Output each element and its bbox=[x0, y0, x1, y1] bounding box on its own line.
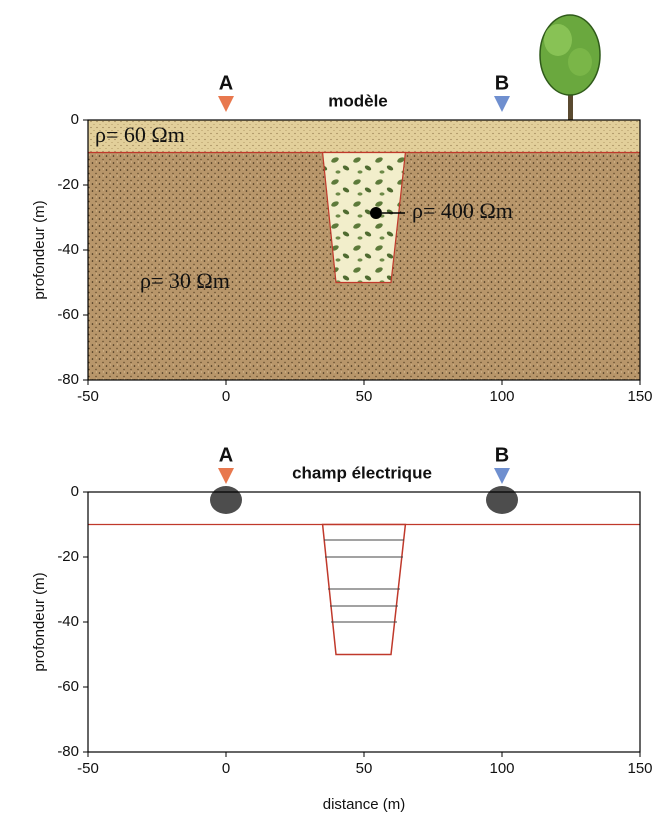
y-tick-label: 0 bbox=[71, 111, 79, 128]
field-line bbox=[226, 482, 502, 492]
electrode-label: A bbox=[219, 72, 233, 94]
x-tick-label: 50 bbox=[356, 760, 373, 777]
x-tick-label: 100 bbox=[489, 388, 514, 405]
field-line bbox=[226, 485, 502, 492]
y-tick-label: -60 bbox=[57, 306, 79, 323]
x-tick-label: 150 bbox=[627, 760, 652, 777]
y-tick-label: -60 bbox=[57, 678, 79, 695]
electrode-label: B bbox=[495, 444, 509, 466]
panel-title: champ électrique bbox=[292, 463, 432, 482]
panel-title: modèle bbox=[328, 91, 388, 110]
x-tick-label: 100 bbox=[489, 760, 514, 777]
x-tick-label: 150 bbox=[627, 388, 652, 405]
electrode bbox=[494, 468, 510, 484]
annotation: ρ= 60 Ωm bbox=[95, 122, 185, 147]
field-line bbox=[226, 486, 502, 492]
x-tick-label: 0 bbox=[222, 388, 230, 405]
field-line bbox=[226, 483, 502, 492]
annotation: ρ= 30 Ωm bbox=[140, 268, 230, 293]
y-tick-label: -80 bbox=[57, 743, 79, 760]
y-tick-label: -20 bbox=[57, 176, 79, 193]
x-tick-label: 50 bbox=[356, 388, 373, 405]
x-tick-label: 0 bbox=[222, 760, 230, 777]
model-panel: ρ= 60 Ωm ρ= 400 Ωm ρ= 30 Ωm modèle A B p… bbox=[31, 72, 640, 380]
annotation: ρ= 400 Ωm bbox=[412, 198, 513, 223]
y-tick-label: -40 bbox=[57, 613, 79, 630]
electrode-label: A bbox=[219, 444, 233, 466]
y-tick-label: 0 bbox=[71, 483, 79, 500]
x-tick-label: -50 bbox=[77, 760, 99, 777]
y-tick-label: -80 bbox=[57, 371, 79, 388]
marker-dot bbox=[370, 207, 382, 219]
electrode-label: B bbox=[495, 72, 509, 94]
y-axis-label: profondeur (m) bbox=[31, 200, 48, 299]
field-line bbox=[226, 429, 502, 492]
tree bbox=[540, 15, 600, 120]
electrode bbox=[218, 96, 234, 112]
field-line bbox=[226, 486, 502, 492]
x-tick-label: -50 bbox=[77, 388, 99, 405]
field-line bbox=[226, 484, 502, 492]
anomaly bbox=[323, 153, 406, 283]
x-axis-label: distance (m) bbox=[323, 796, 406, 813]
field-line bbox=[226, 487, 502, 492]
y-tick-label: -20 bbox=[57, 548, 79, 565]
electrode bbox=[494, 96, 510, 112]
figure: ρ= 60 Ωm ρ= 400 Ωm ρ= 30 Ωm modèle A B p… bbox=[0, 0, 664, 822]
y-axis-label: profondeur (m) bbox=[31, 572, 48, 671]
electrode bbox=[218, 468, 234, 484]
y-tick-label: -40 bbox=[57, 241, 79, 258]
